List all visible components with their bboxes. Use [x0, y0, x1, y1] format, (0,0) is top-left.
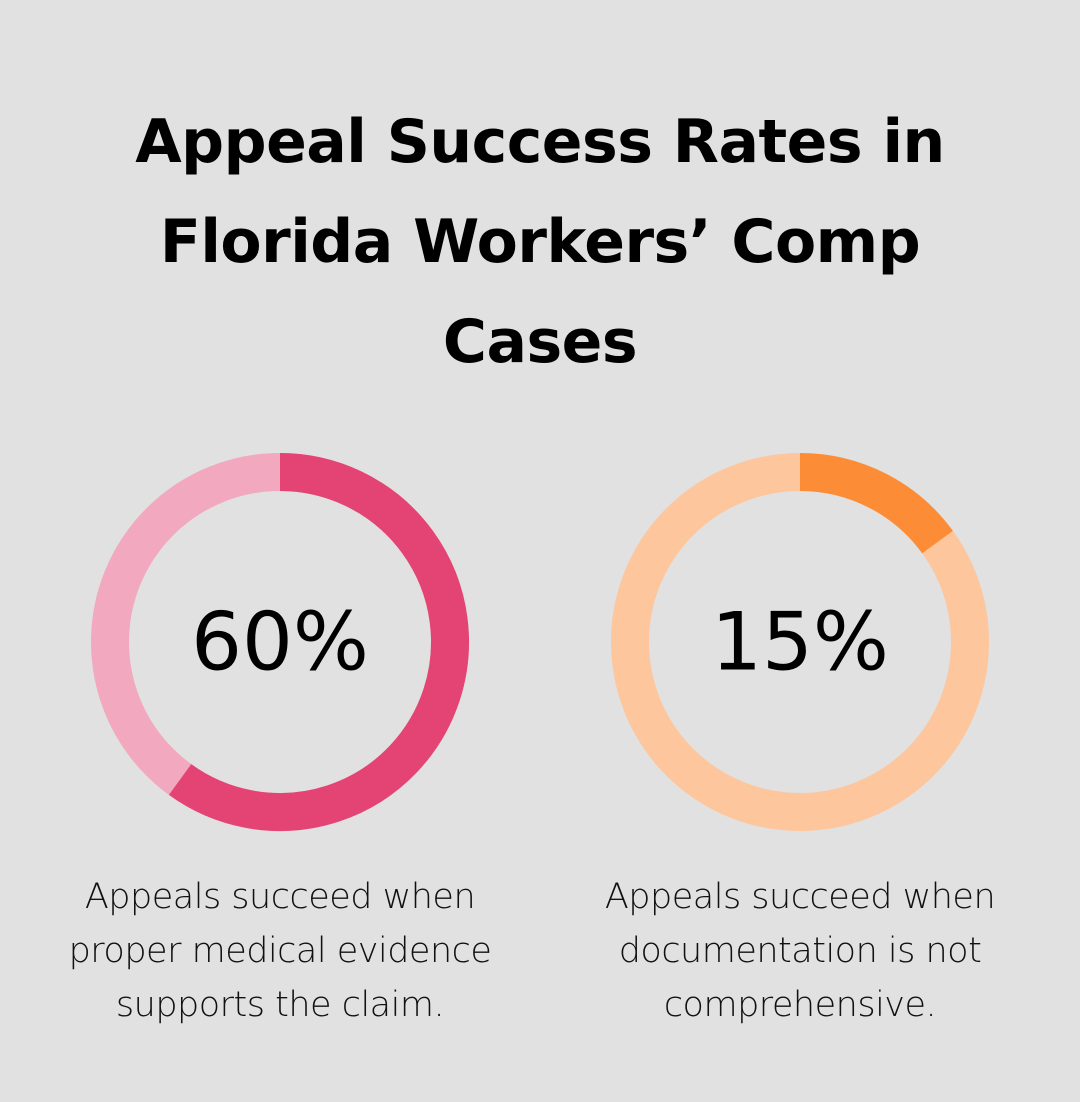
caption-line: supports the claim.: [115, 985, 445, 1025]
caption-line: proper medical evidence: [68, 931, 492, 971]
title-line: Cases: [442, 307, 638, 377]
donut-value-arc: [799, 453, 953, 554]
donut-caption: Appeals succeed when proper medical evid…: [40, 870, 520, 1032]
donut-caption: Appeals succeed when documentation is no…: [560, 870, 1040, 1032]
caption-line: Appeals succeed when: [604, 877, 996, 917]
donut-chart-svg: 15%: [611, 453, 989, 831]
donut-value-arc: [168, 453, 469, 831]
donut-chart-documentation: 15%: [610, 452, 990, 832]
caption-line: documentation is not: [618, 931, 982, 971]
title-line: Florida Workers’ Comp: [159, 207, 921, 277]
caption-line: Appeals succeed when: [84, 877, 476, 917]
page-title: Appeal Success Rates in Florida Workers’…: [60, 92, 1020, 392]
donut-value-label: 15%: [711, 596, 889, 689]
title-line: Appeal Success Rates in: [135, 107, 945, 177]
donut-value-label: 60%: [191, 596, 369, 689]
donut-chart-svg: 60%: [91, 453, 469, 831]
caption-line: comprehensive.: [663, 985, 937, 1025]
donut-chart-medical-evidence: 60%: [90, 452, 470, 832]
